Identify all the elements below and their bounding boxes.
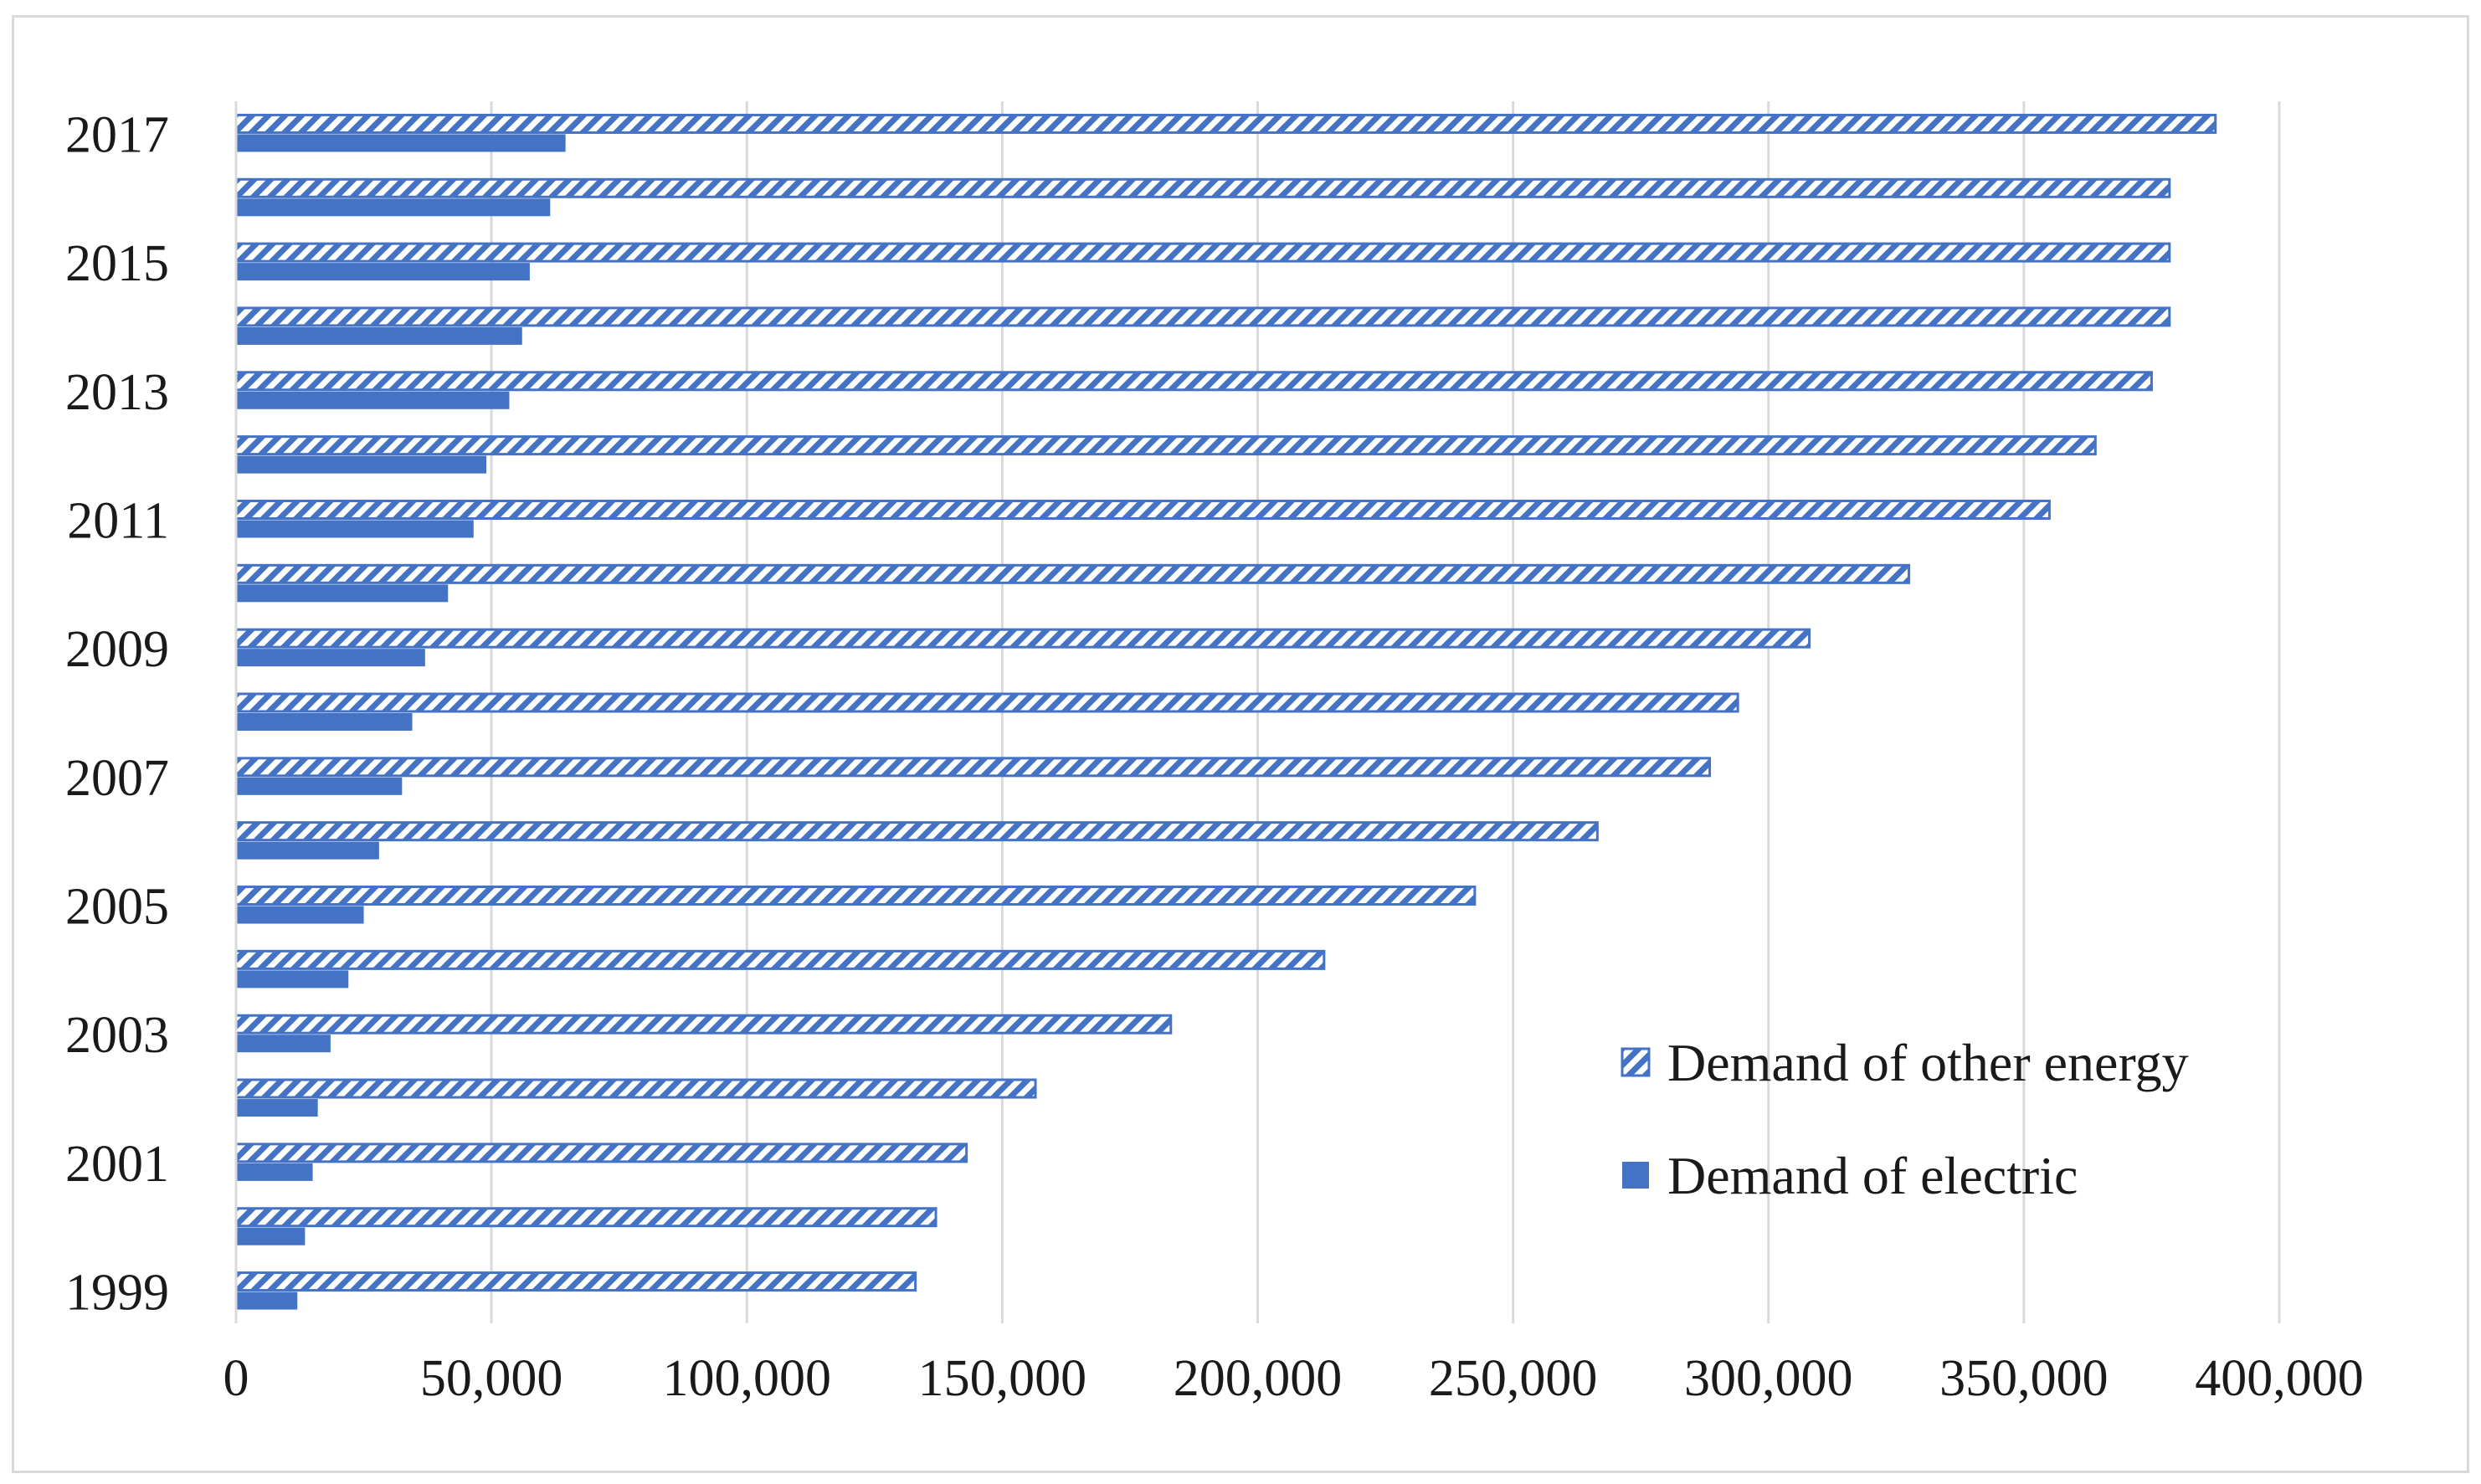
x-tick-label: 300,000: [1684, 1350, 1853, 1407]
bar-other-energy: [234, 757, 1712, 778]
x-tick-label: 250,000: [1429, 1350, 1598, 1407]
bar-electric: [236, 906, 364, 924]
bar-electric: [236, 1291, 298, 1310]
bar-electric: [236, 520, 474, 538]
bar-other-energy: [234, 1014, 1173, 1035]
legend-label-electric: Demand of electric: [1667, 1146, 2078, 1205]
y-tick-label: 2015: [65, 235, 169, 292]
bar-electric: [236, 134, 566, 152]
bar-electric: [236, 584, 449, 603]
bar-other-energy: [234, 113, 2217, 134]
x-tick-label: 50,000: [420, 1350, 563, 1407]
bar-electric: [236, 841, 379, 860]
bar-other-energy: [234, 1078, 1037, 1099]
x-tick-label: 100,000: [663, 1350, 832, 1407]
y-tick-label: 2005: [65, 879, 169, 936]
bar-other-energy: [234, 371, 2153, 392]
bar-other-energy: [234, 949, 1326, 970]
y-tick-label: 2007: [65, 750, 169, 807]
bar-other-energy: [234, 1207, 937, 1228]
bar-electric: [236, 1227, 306, 1245]
bar-other-energy: [234, 563, 1911, 584]
bar-electric: [236, 777, 403, 795]
bar-other-energy: [234, 886, 1477, 906]
bar-other-energy: [234, 306, 2171, 327]
bar-other-energy: [234, 435, 2097, 456]
bar-other-energy: [234, 242, 2171, 263]
legend-swatch-other-energy: [1621, 1047, 1651, 1077]
bar-electric: [236, 263, 530, 281]
y-tick-label: 2017: [65, 106, 169, 163]
bar-electric: [236, 455, 487, 474]
bar-electric: [236, 198, 551, 217]
axes: 0 50,000 100,000 150,000 200,000 250,000 300,0…: [65, 101, 2364, 1407]
y-tick-label: 2001: [65, 1136, 169, 1193]
bar-other-energy: [234, 1143, 968, 1163]
bar-electric: [236, 1163, 313, 1181]
legend: Demand of other energy Demand of electric: [1621, 1033, 2189, 1205]
bar-electric: [236, 970, 349, 988]
x-tick-label: 400,000: [2195, 1350, 2364, 1407]
bar-electric: [236, 1099, 318, 1117]
bar-electric: [236, 649, 425, 667]
bar-electric: [236, 391, 510, 409]
chart-svg: 0 50,000 100,000 150,000 200,000 250,000 300,0…: [65, 101, 2364, 1407]
bars: [234, 113, 2217, 1310]
y-tick-label: 2009: [65, 621, 169, 678]
bar-other-energy: [234, 499, 2051, 520]
x-tick-label: 0: [223, 1350, 249, 1407]
legend-swatch-electric: [1622, 1162, 1649, 1189]
legend-label-other-energy: Demand of other energy: [1667, 1033, 2189, 1092]
bar-other-energy: [234, 177, 2171, 198]
x-tick-label: 150,000: [918, 1350, 1087, 1407]
bar-electric: [236, 713, 413, 731]
bar-other-energy: [234, 821, 1599, 842]
bar-other-energy: [234, 692, 1739, 713]
bar-electric: [236, 1035, 331, 1053]
x-tick-label: 200,000: [1174, 1350, 1343, 1407]
y-tick-label: 2013: [65, 364, 169, 421]
chart-frame: 0 50,000 100,000 150,000 200,000 250,000 300,0…: [12, 15, 2469, 1473]
y-tick-label: 2003: [65, 1007, 169, 1064]
bar-electric: [236, 326, 522, 345]
bar-other-energy: [234, 1271, 917, 1292]
x-tick-label: 350,000: [1939, 1350, 2109, 1407]
y-tick-label: 2011: [67, 492, 169, 549]
y-tick-label: 1999: [65, 1265, 169, 1322]
bar-other-energy: [234, 628, 1811, 649]
